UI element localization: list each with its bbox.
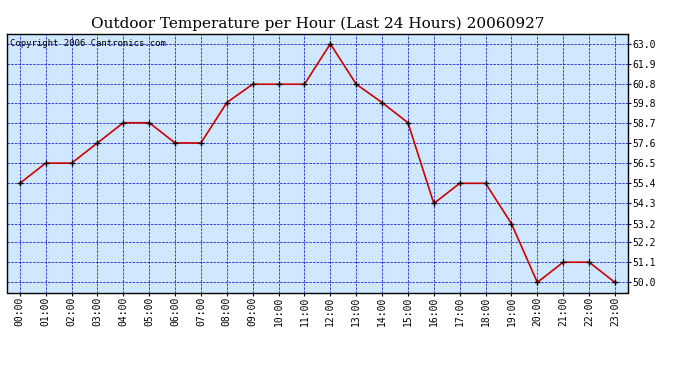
- Title: Outdoor Temperature per Hour (Last 24 Hours) 20060927: Outdoor Temperature per Hour (Last 24 Ho…: [90, 17, 544, 31]
- Text: Copyright 2006 Cantronics.com: Copyright 2006 Cantronics.com: [10, 39, 166, 48]
